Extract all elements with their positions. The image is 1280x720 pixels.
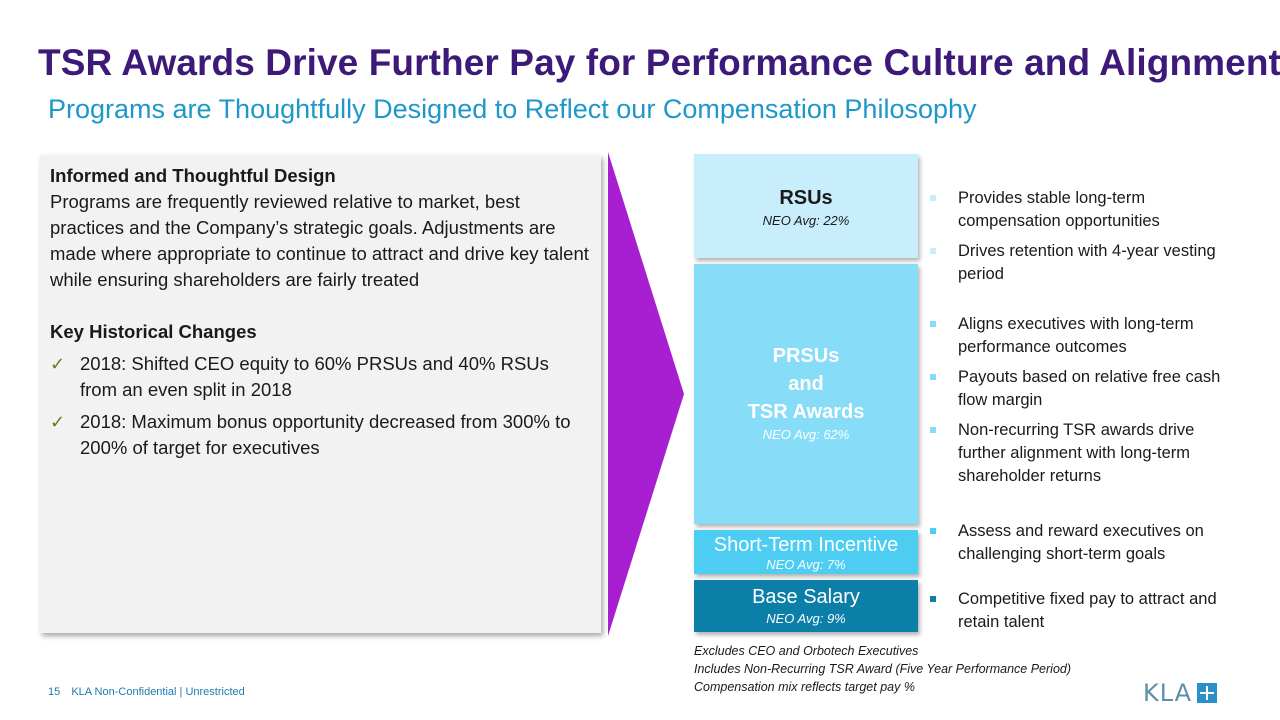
- base-salary-bullets: Competitive fixed pay to attract and ret…: [928, 588, 1228, 641]
- prsu-label-line2: and: [788, 373, 824, 395]
- sti-bullets: Assess and reward executives on challeng…: [928, 520, 1228, 573]
- panel-heading-design: Informed and Thoughtful Design: [50, 165, 336, 186]
- list-item: ✓ 2018: Shifted CEO equity to 60% PRSUs …: [50, 351, 591, 403]
- classification-label: KLA Non-Confidential | Unrestricted: [71, 686, 245, 698]
- list-item: Assess and reward executives on challeng…: [928, 520, 1228, 566]
- panel-spacer: [50, 293, 591, 319]
- square-bullet-icon: [930, 195, 936, 201]
- bullet-text: Assess and reward executives on challeng…: [958, 522, 1204, 563]
- bullet-text: Payouts based on relative free cash flow…: [958, 368, 1221, 409]
- change-text: 2018: Shifted CEO equity to 60% PRSUs an…: [80, 353, 549, 400]
- square-bullet-icon: [930, 321, 936, 327]
- base-salary-avg: NEO Avg: 9%: [766, 611, 846, 626]
- prsu-block: PRSUs and TSR Awards NEO Avg: 62%: [694, 264, 918, 524]
- list-item: Aligns executives with long-term perform…: [928, 313, 1228, 359]
- bullet-text: Non-recurring TSR awards drive further a…: [958, 421, 1195, 485]
- list-item: Drives retention with 4-year vesting per…: [928, 240, 1228, 286]
- rsu-avg: NEO Avg: 22%: [762, 213, 850, 228]
- panel-body-text: Programs are frequently reviewed relativ…: [50, 191, 589, 290]
- list-item: Non-recurring TSR awards drive further a…: [928, 419, 1228, 488]
- square-bullet-icon: [930, 427, 936, 433]
- prsu-label-line3: TSR Awards: [747, 401, 865, 423]
- rsu-block: RSUs NEO Avg: 22%: [694, 154, 918, 258]
- list-item: Provides stable long-term compensation o…: [928, 187, 1228, 233]
- list-item: ✓ 2018: Maximum bonus opportunity decrea…: [50, 409, 591, 461]
- checkmark-icon: ✓: [50, 354, 66, 374]
- slide-footer: 15 KLA Non-Confidential | Unrestricted: [48, 686, 245, 698]
- sti-avg: NEO Avg: 7%: [766, 557, 846, 572]
- sti-block: Short-Term Incentive NEO Avg: 7%: [694, 530, 918, 574]
- prsu-avg: NEO Avg: 62%: [762, 427, 850, 442]
- footnotes: Excludes CEO and Orbotech Executives Inc…: [694, 642, 1071, 696]
- bullet-text: Provides stable long-term compensation o…: [958, 189, 1160, 230]
- page-number: 15: [48, 686, 61, 698]
- slide-title: TSR Awards Drive Further Pay for Perform…: [38, 42, 1280, 83]
- plus-icon: [1197, 683, 1218, 703]
- change-text: 2018: Maximum bonus opportunity decrease…: [80, 411, 571, 458]
- checkmark-icon: ✓: [50, 412, 66, 432]
- footnote: Excludes CEO and Orbotech Executives: [694, 644, 919, 658]
- square-bullet-icon: [930, 374, 936, 380]
- chevron-arrow-icon: [608, 152, 684, 636]
- list-item: Competitive fixed pay to attract and ret…: [928, 588, 1228, 634]
- square-bullet-icon: [930, 248, 936, 254]
- base-salary-label: Base Salary: [752, 586, 860, 608]
- square-bullet-icon: [930, 596, 936, 602]
- design-panel: Informed and Thoughtful Design Programs …: [40, 155, 601, 633]
- prsu-label-line1: PRSUs: [772, 345, 840, 367]
- sti-label: Short-Term Incentive: [713, 534, 899, 556]
- bullet-text: Competitive fixed pay to attract and ret…: [958, 590, 1217, 631]
- prsu-bullets: Aligns executives with long-term perform…: [928, 313, 1228, 495]
- slide-subtitle: Programs are Thoughtfully Designed to Re…: [48, 94, 977, 124]
- square-bullet-icon: [930, 528, 936, 534]
- logo-wordmark: KLA: [1143, 679, 1193, 707]
- footnote: Includes Non-Recurring TSR Award (Five Y…: [694, 662, 1072, 676]
- bullet-text: Aligns executives with long-term perform…: [958, 315, 1194, 356]
- base-salary-block: Base Salary NEO Avg: 9%: [694, 580, 918, 632]
- bullet-text: Drives retention with 4-year vesting per…: [958, 242, 1216, 283]
- footnote: Compensation mix reflects target pay %: [694, 680, 915, 694]
- rsu-label: RSUs: [779, 187, 833, 209]
- list-item: Payouts based on relative free cash flow…: [928, 366, 1228, 412]
- panel-heading-changes: Key Historical Changes: [50, 321, 257, 342]
- rsu-bullets: Provides stable long-term compensation o…: [928, 187, 1228, 293]
- changes-list: ✓ 2018: Shifted CEO equity to 60% PRSUs …: [50, 351, 591, 461]
- kla-logo: KLA: [1143, 679, 1218, 707]
